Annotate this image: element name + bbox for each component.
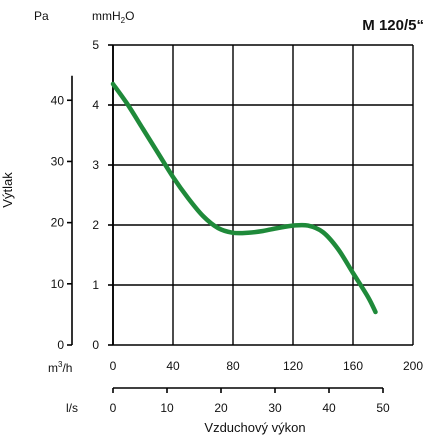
ls-tick-label: 10 <box>160 401 174 415</box>
x-axis-label: Vzduchový výkon <box>204 420 305 435</box>
pa-tick-label: 30 <box>51 154 65 168</box>
performance-curve <box>110 81 378 315</box>
x-unit-m3h-tail: /h <box>62 361 72 375</box>
x-unit-m3h-base: m <box>48 361 58 375</box>
x-unit-m3h-sup: 3 <box>58 360 63 369</box>
pa-tick-label: 10 <box>51 277 65 291</box>
x-unit-ls: l/s <box>66 401 78 415</box>
y-unit-mmh2o-tail: O <box>125 9 134 23</box>
ls-tick-label: 30 <box>268 401 282 415</box>
m3h-tick-label: 80 <box>226 359 240 373</box>
y-axis-label: Výtlak <box>0 172 15 208</box>
x-unit-m3h: m3/h <box>48 360 72 375</box>
ls-tick-label: 20 <box>214 401 228 415</box>
m3h-tick-label: 160 <box>343 359 363 373</box>
mmh2o-tick-label: 1 <box>92 278 99 292</box>
m3h-tick-label: 120 <box>283 359 303 373</box>
ls-tick-label: 0 <box>110 401 117 415</box>
y-unit-mmh2o-sub: 2 <box>121 16 126 25</box>
mmh2o-tick-label: 2 <box>92 218 99 232</box>
m3h-tick-label: 40 <box>166 359 180 373</box>
mmh2o-tick-label: 0 <box>92 338 99 352</box>
axes <box>67 44 384 393</box>
y-unit-mmh2o: mmH2O <box>92 9 134 25</box>
y-unit-pa: Pa <box>34 9 49 23</box>
chart-title: M 120/5“ <box>362 17 424 34</box>
ls-tick-label: 40 <box>322 401 336 415</box>
pa-tick-label: 0 <box>57 338 64 352</box>
pa-tick-label: 20 <box>51 216 65 230</box>
pa-tick-label: 40 <box>51 93 65 107</box>
m3h-tick-label: 200 <box>403 359 423 373</box>
mmh2o-tick-label: 4 <box>92 98 99 112</box>
mmh2o-tick-label: 3 <box>92 158 99 172</box>
curve-layer <box>110 81 378 315</box>
ls-tick-label: 50 <box>376 401 390 415</box>
y-unit-mmh2o-base: mmH <box>92 9 121 23</box>
m3h-tick-label: 0 <box>110 359 117 373</box>
mmh2o-tick-label: 5 <box>92 38 99 52</box>
